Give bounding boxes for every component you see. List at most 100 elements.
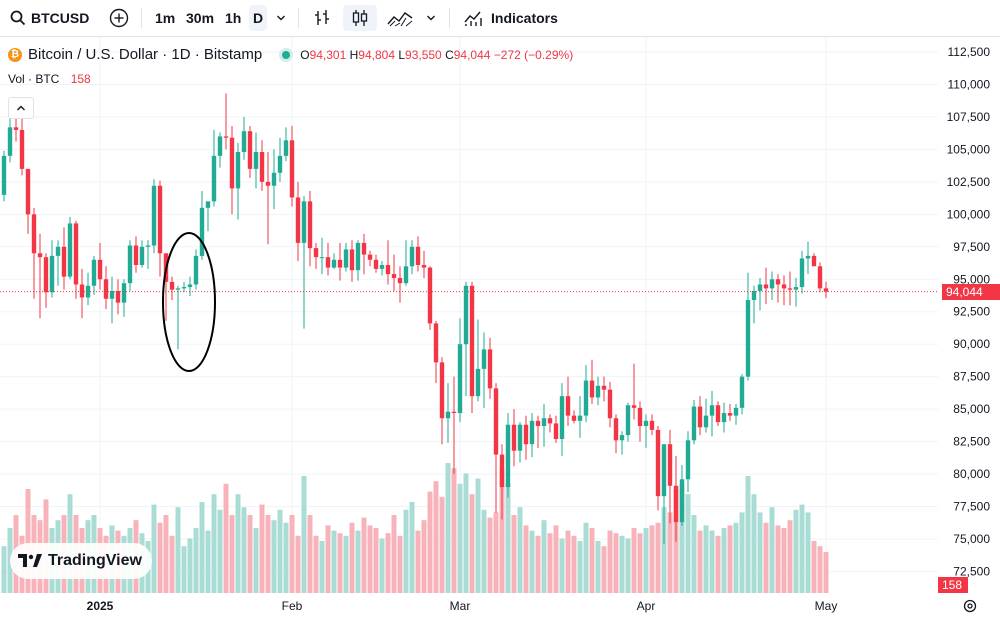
candle-body: [361, 242, 367, 255]
volume-bar: [403, 509, 409, 593]
x-tick-label: May: [815, 599, 838, 613]
volume-bar: [571, 535, 577, 593]
candle-body: [307, 201, 313, 249]
tradingview-watermark[interactable]: TradingView: [10, 543, 152, 579]
candle-body: [199, 207, 205, 256]
volume-bar: [799, 504, 805, 593]
price-chart[interactable]: 112,500 110,000 107,500 105,000 102,500 100,0…: [0, 37, 1000, 622]
candles-chart-button[interactable]: [343, 5, 377, 31]
candle-body: [379, 264, 385, 269]
candle-body: [97, 259, 103, 280]
interval-30m-label: 30m: [186, 10, 215, 26]
volume-bar: [649, 525, 655, 593]
volume-bar: [1, 546, 7, 593]
candle-body: [559, 396, 565, 440]
open-label: O: [300, 47, 310, 62]
volume-bar: [325, 525, 331, 593]
candle-body: [139, 246, 145, 265]
volume-bar: [193, 528, 199, 593]
candle-body: [367, 254, 373, 260]
candle-body: [73, 223, 79, 285]
candle-body: [673, 485, 679, 523]
candle-body: [229, 137, 235, 189]
last-price-tag: 94,044: [942, 283, 1000, 300]
volume-bar: [661, 507, 667, 593]
volume-bar: [811, 541, 817, 593]
volume-bar: [427, 491, 433, 593]
volume-bar: [523, 525, 529, 593]
interval-30m[interactable]: 30m: [186, 0, 214, 36]
volume-bar: [619, 535, 625, 593]
volume-bar: [229, 515, 235, 593]
candle-body: [103, 279, 109, 299]
volume-bar: [217, 509, 223, 593]
candle-body: [763, 284, 769, 289]
interval-1m-label: 1m: [155, 10, 176, 26]
volume-bar: [331, 530, 337, 593]
candle-body: [715, 405, 721, 423]
volume-bar: [343, 535, 349, 593]
candle-body: [751, 290, 757, 301]
volume-bar: [529, 530, 535, 593]
indicators-button[interactable]: Indicators: [463, 0, 558, 36]
volume-bar: [259, 504, 265, 593]
y-tick-label: 102,500: [947, 175, 991, 189]
toolbar-divider: [298, 8, 299, 28]
volume-bar: [247, 515, 253, 593]
volume-label: Vol · BTC: [8, 72, 60, 86]
low-value: 93,550: [405, 47, 442, 62]
chart-type-dropdown[interactable]: [422, 5, 440, 31]
collapse-legend-button[interactable]: [8, 97, 34, 119]
indicators-icon: [464, 11, 482, 26]
candle-body: [649, 420, 655, 430]
chevron-up-icon: [17, 105, 25, 111]
interval-1m[interactable]: 1m: [155, 0, 175, 36]
y-tick-label: 100,000: [947, 207, 991, 221]
interval-dropdown[interactable]: [272, 5, 290, 31]
chevron-down-icon: [277, 15, 285, 21]
y-tick-label: 105,000: [947, 142, 991, 156]
candle-body: [253, 151, 259, 169]
volume-bar: [775, 525, 781, 593]
y-tick-label: 72,500: [953, 564, 990, 578]
candle-body: [223, 136, 229, 138]
volume-bar: [265, 515, 271, 593]
candle-body: [457, 344, 463, 414]
volume-bar: [223, 483, 229, 593]
candle-body: [55, 246, 61, 256]
toolbar-divider: [141, 8, 142, 28]
volume-bar: [745, 476, 751, 593]
ohlc-values: O94,301 H94,804 L93,550 C94,044 −272 (−0…: [300, 48, 573, 62]
volume-bar: [757, 512, 763, 593]
change-value: −272 (−0.29%): [493, 47, 574, 62]
candle-body: [313, 248, 319, 258]
volume-bar: [667, 512, 673, 593]
area-chart-button[interactable]: [384, 5, 416, 31]
candle-body: [553, 423, 559, 440]
interval-d[interactable]: D: [249, 5, 267, 31]
candle-body: [415, 246, 421, 265]
y-tick-label: 97,500: [953, 240, 990, 254]
candle-body: [289, 140, 295, 198]
bars-chart-button[interactable]: [309, 5, 335, 31]
x-tick-label: Feb: [282, 599, 303, 613]
candle-body: [49, 255, 55, 293]
candle-body: [271, 172, 277, 186]
candle-body: [7, 127, 13, 156]
volume-bar: [553, 525, 559, 593]
settings-button[interactable]: [962, 598, 978, 614]
candle-body: [403, 266, 409, 284]
volume-bar: [451, 468, 457, 593]
candle-body: [127, 245, 133, 284]
candle-body: [295, 197, 301, 243]
high-label: H: [349, 47, 359, 62]
candle-body: [445, 411, 451, 419]
symbol-search[interactable]: BTCUSD: [10, 0, 89, 36]
indicators-label: Indicators: [491, 10, 558, 26]
candle-body: [505, 424, 511, 488]
candle-body: [613, 418, 619, 441]
interval-1h[interactable]: 1h: [225, 0, 241, 36]
compare-symbol-button[interactable]: [106, 5, 132, 31]
candle-body: [169, 281, 175, 290]
market-status-icon: [282, 50, 291, 59]
